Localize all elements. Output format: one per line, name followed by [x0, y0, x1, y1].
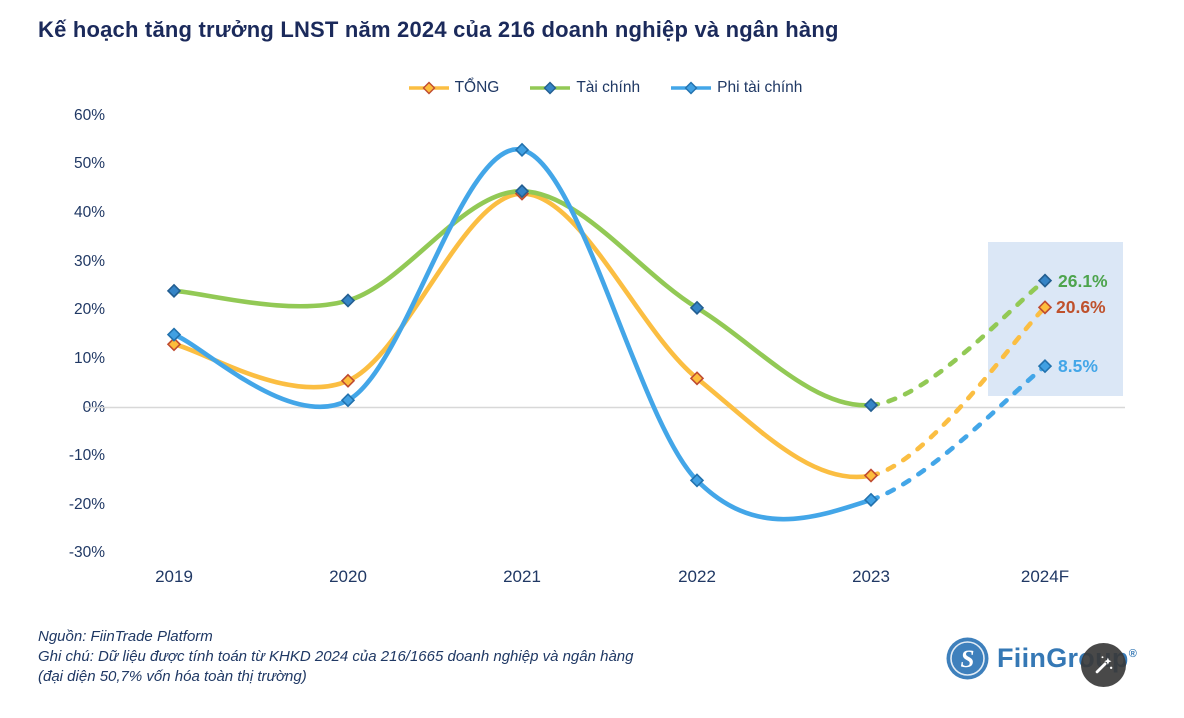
- y-tick-label: 50%: [73, 155, 105, 173]
- y-tick-label: 10%: [73, 349, 105, 367]
- footer-notes: Nguồn: FiinTrade Platform Ghi chú: Dữ li…: [38, 627, 634, 687]
- value-label-tai-chinh: 26.1%: [1058, 271, 1108, 291]
- y-tick-label: -30%: [68, 544, 105, 562]
- note-line-1: Ghi chú: Dữ liệu được tính toán từ KHKD …: [38, 648, 634, 665]
- series-forecast-line-phi-tai-chinh: [868, 363, 1048, 503]
- x-tick-label: 2024F: [1020, 567, 1070, 586]
- magic-wand-button[interactable]: [1081, 643, 1126, 687]
- y-tick-label: -10%: [68, 447, 105, 465]
- series-line-tai-chinh: [171, 188, 874, 408]
- x-tick-label: 2023: [852, 567, 890, 586]
- data-point-marker-tai-chinh-2024F[interactable]: [1037, 273, 1053, 288]
- data-point-marker-tong-2022[interactable]: [689, 371, 705, 386]
- legend-marker-icon: [530, 81, 571, 95]
- y-tick-label: 30%: [73, 252, 105, 270]
- series-line-tong: [171, 191, 874, 480]
- data-point-marker-tai-chinh-2022[interactable]: [689, 300, 705, 315]
- legend-label: TỔNG: [454, 79, 500, 96]
- x-tick-label: 2021: [503, 567, 541, 586]
- value-label-tong: 20.6%: [1056, 297, 1106, 317]
- y-tick-label: 20%: [73, 301, 105, 319]
- registered-mark: ®: [1128, 648, 1138, 660]
- value-label-phi-tai-chinh: 8.5%: [1058, 356, 1098, 376]
- y-tick-label: 40%: [73, 204, 105, 222]
- data-point-marker-phi-tai-chinh-2019[interactable]: [166, 327, 182, 342]
- page-title: Kế hoạch tăng trưởng LNST năm 2024 của 2…: [38, 17, 839, 42]
- series-line-phi-tai-chinh: [171, 147, 874, 522]
- y-tick-label: -20%: [68, 495, 105, 513]
- magic-wand-icon: [1095, 656, 1112, 674]
- data-point-marker-tai-chinh-2023[interactable]: [863, 397, 879, 413]
- note-line-2: (đại diện 50,7% vốn hóa toàn thị trường): [38, 668, 307, 685]
- y-tick-label: 60%: [73, 106, 105, 124]
- legend: TỔNG Tài chính Phi tài chính: [85, 76, 1125, 100]
- data-point-marker-tong-2020[interactable]: [340, 373, 356, 388]
- svg-text:S: S: [961, 646, 975, 673]
- data-point-marker-tong-2024F[interactable]: [1037, 300, 1053, 315]
- series-forecast-line-tong: [868, 305, 1048, 478]
- data-point-marker-tong-2019[interactable]: [166, 337, 182, 352]
- data-point-marker-tai-chinh-2019[interactable]: [166, 283, 182, 298]
- legend-label: Tài chính: [576, 79, 641, 96]
- data-point-marker-tong-2023[interactable]: [863, 468, 879, 483]
- legend-marker-icon: [408, 81, 449, 95]
- legend-item-tong[interactable]: TỔNG: [408, 79, 500, 97]
- fiingroup-logo-icon: S: [946, 637, 989, 680]
- data-point-marker-phi-tai-chinh-2020[interactable]: [340, 393, 356, 408]
- x-tick-label: 2020: [329, 567, 367, 586]
- data-point-marker-phi-tai-chinh-2022[interactable]: [689, 473, 705, 488]
- x-tick-label: 2019: [155, 567, 193, 586]
- forecast-highlight-region: [988, 242, 1123, 396]
- data-point-marker-phi-tai-chinh-2021[interactable]: [514, 142, 530, 157]
- x-tick-label: 2022: [678, 567, 716, 586]
- legend-label: Phi tài chính: [717, 79, 803, 96]
- y-tick-label: 0%: [82, 398, 105, 416]
- source-note: Nguồn: FiinTrade Platform: [38, 628, 213, 645]
- legend-item-phi-tai-chinh[interactable]: Phi tài chính: [670, 79, 802, 97]
- legend-item-tai-chinh[interactable]: Tài chính: [529, 79, 640, 97]
- series-forecast-line-tai-chinh: [868, 278, 1048, 408]
- legend-marker-icon: [671, 81, 712, 95]
- data-point-marker-phi-tai-chinh-2024F[interactable]: [1037, 359, 1053, 374]
- data-point-marker-tai-chinh-2021[interactable]: [514, 184, 530, 199]
- data-point-marker-phi-tai-chinh-2023[interactable]: [863, 492, 879, 507]
- data-point-marker-tai-chinh-2020[interactable]: [340, 293, 356, 308]
